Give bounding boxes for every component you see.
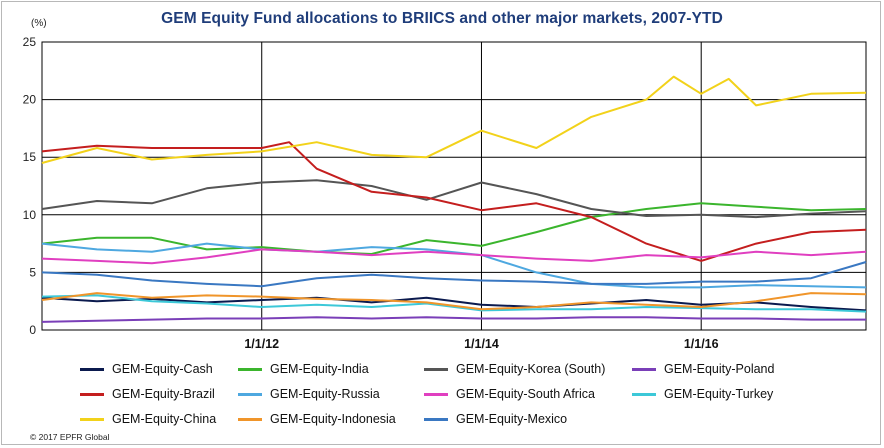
- y-tick-label: 0: [29, 323, 36, 337]
- legend-item: GEM-Equity-Poland: [632, 362, 774, 376]
- legend-swatch: [238, 367, 262, 371]
- legend-swatch: [424, 367, 448, 371]
- legend-swatch: [238, 417, 262, 421]
- chart-title: GEM Equity Fund allocations to BRIICS an…: [161, 10, 723, 27]
- plot-area: [41, 41, 867, 331]
- legend-item: GEM-Equity-China: [80, 412, 216, 426]
- legend-label: GEM-Equity-Turkey: [664, 387, 774, 401]
- legend-item: GEM-Equity-Cash: [80, 362, 213, 376]
- y-tick-label: 5: [29, 265, 36, 279]
- legend-item: GEM-Equity-Brazil: [80, 387, 215, 401]
- legend-swatch: [632, 367, 656, 371]
- series-line-gem-equity-china: [41, 75, 867, 164]
- x-tick-label: 1/1/14: [464, 337, 499, 351]
- y-tick-label: 15: [23, 150, 37, 164]
- legend-swatch: [238, 392, 262, 396]
- series-line-gem-equity-mexico: [41, 261, 867, 288]
- x-tick-label: 1/1/12: [244, 337, 279, 351]
- legend-label: GEM-Equity-Cash: [112, 362, 213, 376]
- series-line-gem-equity-turkey: [41, 294, 867, 313]
- legend-label: GEM-Equity-South Africa: [456, 387, 595, 401]
- y-tick-label: 10: [23, 208, 37, 222]
- legend-item: GEM-Equity-Turkey: [632, 387, 773, 401]
- y-axis-label: (%): [31, 18, 47, 29]
- series-line-gem-equity-russia: [41, 242, 867, 289]
- legend-label: GEM-Equity-Russia: [270, 387, 380, 401]
- series-line-gem-equity-south-africa: [41, 248, 867, 265]
- legend-item: GEM-Equity-India: [238, 362, 369, 376]
- legend-label: GEM-Equity-Poland: [664, 362, 775, 376]
- legend-swatch: [424, 392, 448, 396]
- legend-label: GEM-Equity-India: [270, 362, 369, 376]
- series-line-gem-equity-indonesia: [41, 292, 867, 311]
- copyright-note: © 2017 EPFR Global: [30, 432, 110, 442]
- legend-item: GEM-Equity-South Africa: [424, 387, 595, 401]
- legend-item: GEM-Equity-Mexico: [424, 412, 567, 426]
- legend-label: GEM-Equity-Korea (South): [456, 362, 606, 376]
- series-line-gem-equity-india: [41, 202, 867, 255]
- y-tick-label: 25: [23, 35, 37, 49]
- x-tick-label: 1/1/16: [684, 337, 719, 351]
- legend-item: GEM-Equity-Russia: [238, 387, 380, 401]
- legend-swatch: [632, 392, 656, 396]
- legend-label: GEM-Equity-Mexico: [456, 412, 568, 426]
- legend-item: GEM-Equity-Indonesia: [238, 412, 396, 426]
- legend-swatch: [80, 367, 104, 371]
- legend-swatch: [424, 417, 448, 421]
- series-line-gem-equity-poland: [41, 316, 866, 323]
- series-line-gem-equity-korea-south: [41, 179, 867, 219]
- legend-item: GEM-Equity-Korea (South): [424, 362, 605, 376]
- legend-swatch: [80, 417, 104, 421]
- legend-swatch: [80, 392, 104, 396]
- legend-label: GEM-Equity-Brazil: [112, 387, 215, 401]
- y-tick-label: 20: [23, 93, 37, 107]
- legend-label: GEM-Equity-Indonesia: [270, 412, 396, 426]
- legend-label: GEM-Equity-China: [112, 412, 217, 426]
